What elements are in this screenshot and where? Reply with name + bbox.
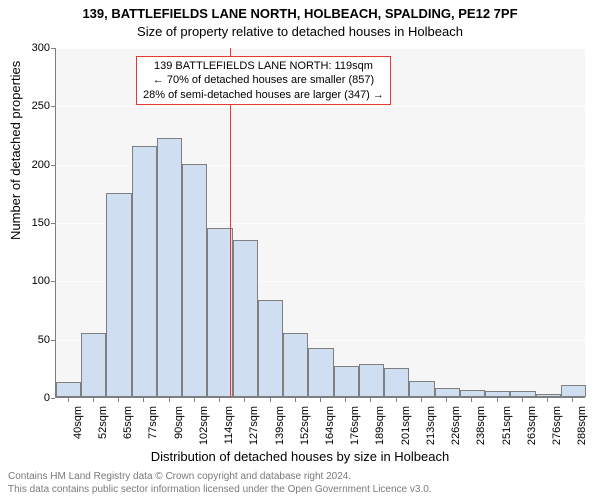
histogram-bar — [157, 138, 182, 397]
footer-line1: Contains HM Land Registry data © Crown c… — [8, 471, 432, 484]
histogram-bar — [536, 394, 561, 398]
histogram-bar — [132, 146, 157, 397]
x-tick-mark — [244, 398, 245, 402]
gridline — [56, 48, 585, 49]
y-tick-mark — [51, 106, 55, 107]
histogram-bar — [308, 348, 333, 397]
x-tick-mark — [522, 398, 523, 402]
x-tick-mark — [396, 398, 397, 402]
histogram-bar — [561, 385, 586, 397]
histogram-bar — [359, 364, 384, 397]
x-tick-mark — [547, 398, 548, 402]
x-tick-label: 276sqm — [551, 406, 563, 450]
x-tick-mark — [194, 398, 195, 402]
x-tick-label: 263sqm — [526, 406, 538, 450]
x-tick-mark — [93, 398, 94, 402]
x-tick-label: 90sqm — [173, 406, 185, 450]
x-tick-label: 114sqm — [223, 406, 235, 450]
histogram-bar — [283, 333, 308, 397]
x-tick-label: 238sqm — [475, 406, 487, 450]
gridline — [56, 106, 585, 107]
x-tick-mark — [143, 398, 144, 402]
x-tick-label: 139sqm — [274, 406, 286, 450]
histogram-bar — [460, 390, 485, 397]
x-tick-mark — [270, 398, 271, 402]
histogram-bar — [334, 366, 359, 398]
y-tick-mark — [51, 48, 55, 49]
x-tick-mark — [471, 398, 472, 402]
x-tick-label: 77sqm — [147, 406, 159, 450]
annotation-box: 139 BATTLEFIELDS LANE NORTH: 119sqm← 70%… — [136, 56, 391, 105]
histogram-bar — [435, 388, 460, 397]
x-tick-mark — [219, 398, 220, 402]
x-tick-mark — [446, 398, 447, 402]
plot-area: 139 BATTLEFIELDS LANE NORTH: 119sqm← 70%… — [55, 48, 585, 398]
histogram-bar — [233, 240, 258, 398]
histogram-bar — [106, 193, 131, 397]
x-tick-label: 127sqm — [248, 406, 260, 450]
y-tick-mark — [51, 281, 55, 282]
x-tick-label: 189sqm — [374, 406, 386, 450]
y-tick-mark — [51, 165, 55, 166]
x-tick-label: 201sqm — [400, 406, 412, 450]
footer-attribution: Contains HM Land Registry data © Crown c… — [8, 471, 432, 496]
chart-title-main: 139, BATTLEFIELDS LANE NORTH, HOLBEACH, … — [0, 6, 600, 21]
x-tick-label: 288sqm — [576, 406, 588, 450]
histogram-bar — [182, 164, 207, 397]
histogram-bar — [258, 300, 283, 397]
histogram-bar — [485, 391, 510, 397]
x-tick-label: 251sqm — [501, 406, 513, 450]
x-tick-label: 65sqm — [122, 406, 134, 450]
histogram-bar — [56, 382, 81, 397]
x-tick-mark — [497, 398, 498, 402]
x-tick-mark — [169, 398, 170, 402]
histogram-bar — [409, 381, 434, 397]
annotation-line: ← 70% of detached houses are smaller (85… — [143, 73, 384, 87]
annotation-line: 139 BATTLEFIELDS LANE NORTH: 119sqm — [143, 59, 384, 73]
histogram-bar — [81, 333, 106, 397]
y-tick-label: 150 — [10, 217, 50, 229]
x-tick-label: 152sqm — [299, 406, 311, 450]
x-tick-label: 164sqm — [324, 406, 336, 450]
y-tick-label: 100 — [10, 275, 50, 287]
histogram-bar — [510, 391, 535, 397]
x-tick-mark — [118, 398, 119, 402]
y-tick-label: 200 — [10, 159, 50, 171]
x-tick-label: 102sqm — [198, 406, 210, 450]
x-tick-mark — [345, 398, 346, 402]
footer-line2: This data contains public sector informa… — [8, 484, 432, 497]
x-tick-mark — [320, 398, 321, 402]
x-tick-label: 52sqm — [97, 406, 109, 450]
x-tick-mark — [370, 398, 371, 402]
x-tick-mark — [421, 398, 422, 402]
y-tick-mark — [51, 223, 55, 224]
y-tick-label: 300 — [10, 42, 50, 54]
x-tick-label: 176sqm — [349, 406, 361, 450]
x-tick-mark — [68, 398, 69, 402]
annotation-line: 28% of semi-detached houses are larger (… — [143, 88, 384, 102]
y-tick-label: 50 — [10, 334, 50, 346]
x-tick-label: 226sqm — [450, 406, 462, 450]
x-tick-mark — [295, 398, 296, 402]
x-tick-label: 213sqm — [425, 406, 437, 450]
y-axis-label: Number of detached properties — [8, 61, 23, 240]
x-axis-label: Distribution of detached houses by size … — [0, 449, 600, 464]
x-tick-mark — [572, 398, 573, 402]
y-tick-label: 250 — [10, 100, 50, 112]
histogram-bar — [384, 368, 409, 397]
y-tick-mark — [51, 398, 55, 399]
chart-title-sub: Size of property relative to detached ho… — [0, 24, 600, 39]
y-tick-label: 0 — [10, 392, 50, 404]
y-tick-mark — [51, 340, 55, 341]
x-tick-label: 40sqm — [72, 406, 84, 450]
